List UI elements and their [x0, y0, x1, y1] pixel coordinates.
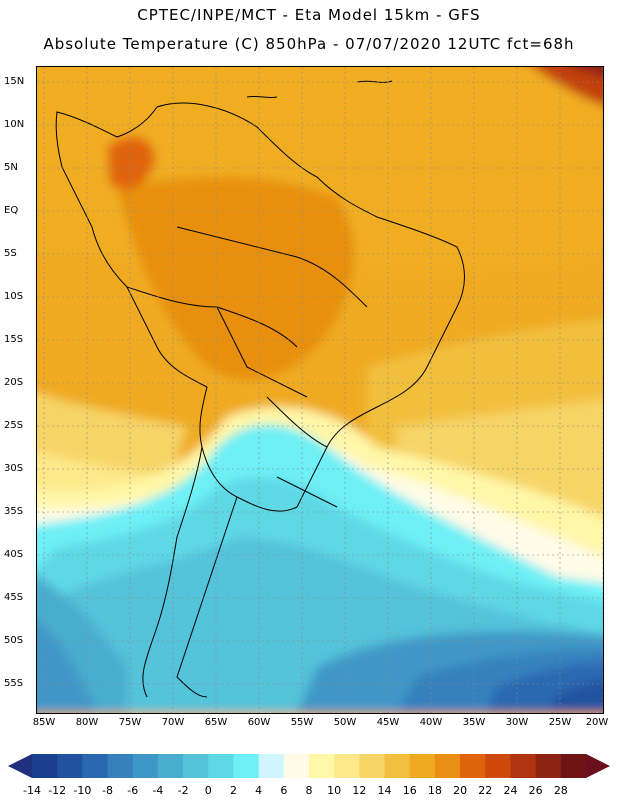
colorbar-cell	[157, 754, 184, 778]
lon-label: 55W	[290, 717, 314, 728]
lat-label: 50S	[4, 635, 24, 646]
colorbar-cell	[485, 754, 511, 778]
colorbar-tick-label: 14	[377, 784, 392, 797]
colorbar-tick-label: 24	[503, 784, 518, 797]
colorbar-cell	[32, 754, 58, 778]
colorbar-tick-label: 20	[453, 784, 468, 797]
colorbar-cell	[283, 754, 310, 778]
colorbar-cell	[510, 754, 537, 778]
lat-label: 5N	[4, 162, 18, 173]
lat-label: 45S	[4, 592, 24, 603]
colorbar-tick-label: 28	[553, 784, 568, 797]
colorbar-tick-label: 12	[352, 784, 367, 797]
colorbar-tick-label: 2	[229, 784, 237, 797]
lon-label: 35W	[462, 717, 486, 728]
lat-label: 10N	[4, 119, 25, 130]
lon-label: 65W	[204, 717, 228, 728]
colorbar-tick-label: -12	[48, 784, 67, 797]
colorbar-cell	[409, 754, 436, 778]
colorbar-cell	[258, 754, 285, 778]
map-title: CPTEC/INPE/MCT - Eta Model 15km - GFS	[137, 6, 481, 24]
colorbar-cell	[334, 754, 360, 778]
lat-label: 55S	[4, 678, 24, 689]
lat-label: 25S	[4, 420, 24, 431]
colorbar-tick-label: 4	[255, 784, 263, 797]
lat-label: 15N	[4, 76, 25, 87]
colorbar-cell	[183, 754, 209, 778]
colorbar-cell	[535, 754, 562, 778]
colorbar	[8, 754, 610, 778]
colorbar-tick-label: -2	[177, 784, 189, 797]
colorbar-tick-label: -6	[127, 784, 139, 797]
lat-label: 40S	[4, 549, 24, 560]
graticule	[37, 67, 603, 713]
colorbar-tick-label: -10	[73, 784, 92, 797]
lon-label: 70W	[161, 717, 185, 728]
colorbar-cell	[82, 754, 109, 778]
colorbar-tick-label: 18	[427, 784, 442, 797]
lat-label: 15S	[4, 334, 24, 345]
colorbar-cell	[434, 754, 461, 778]
colorbar-tick-label: 6	[280, 784, 288, 797]
lon-label: 25W	[548, 717, 572, 728]
colorbar-cell	[359, 754, 386, 778]
colorbar-cell	[208, 754, 234, 778]
colorbar-cell	[57, 754, 83, 778]
colorbar-tick-label: -14	[23, 784, 41, 797]
colorbar-over-arrow	[586, 754, 610, 778]
lon-label: 80W	[75, 717, 99, 728]
colorbar-tick-label: 0	[204, 784, 212, 797]
lon-label: 50W	[333, 717, 357, 728]
colorbar-tick-label: 22	[478, 784, 493, 797]
colorbar-cell	[560, 754, 587, 778]
colorbar-tick-label: -4	[152, 784, 164, 797]
colorbar-cell	[384, 754, 411, 778]
lat-label: EQ	[4, 205, 19, 216]
lon-label: 40W	[419, 717, 443, 728]
colorbar-tick-label: -8	[102, 784, 114, 797]
lon-label: 20W	[585, 717, 609, 728]
lat-label: 5S	[4, 248, 17, 259]
lat-label: 30S	[4, 463, 24, 474]
colorbar-cell	[460, 754, 486, 778]
colorbar-tick-label: 8	[305, 784, 313, 797]
colorbar-cell	[309, 754, 335, 778]
colorbar-tick-label: 10	[327, 784, 342, 797]
lon-label: 85W	[32, 717, 56, 728]
colorbar-cell	[107, 754, 134, 778]
colorbar-cell	[132, 754, 159, 778]
lat-label: 35S	[4, 506, 24, 517]
map-subtitle: Absolute Temperature (C) 850hPa - 07/07/…	[43, 35, 575, 53]
lon-label: 30W	[505, 717, 529, 728]
lon-label: 75W	[118, 717, 142, 728]
colorbar-tick-label: 16	[402, 784, 417, 797]
colorbar-cell	[233, 754, 260, 778]
colorbar-under-arrow	[8, 754, 32, 778]
lat-label: 10S	[4, 291, 24, 302]
colorbar-tick-label: 26	[528, 784, 543, 797]
lat-label: 20S	[4, 377, 24, 388]
lon-label: 60W	[247, 717, 271, 728]
lon-label: 45W	[376, 717, 400, 728]
